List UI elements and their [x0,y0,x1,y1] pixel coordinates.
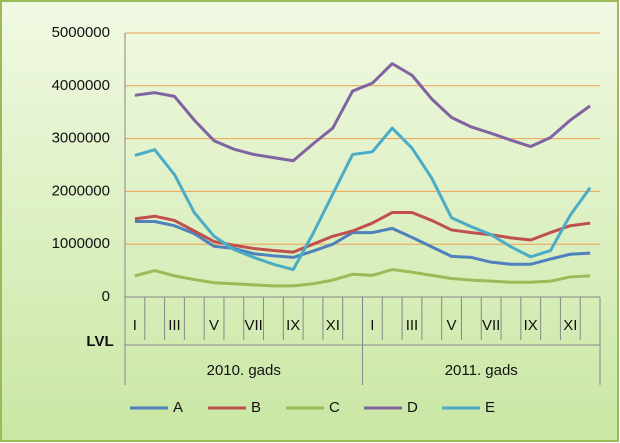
x-tick-label: VII [244,317,262,334]
series-line [134,62,591,163]
x-tick-label: V [447,317,457,334]
y-tick-label: 5000000 [52,24,110,41]
y-tick-label: 0 [102,288,110,305]
group-label: 2010. gads [207,362,281,379]
x-tick-label: I [133,317,137,334]
series-line [134,219,591,266]
group-label: 2011. gads [445,362,518,379]
y-tick-label: 3000000 [52,130,110,147]
y-axis-label: LVL [86,333,113,350]
legend-label: B [251,399,261,416]
series-line [134,211,591,254]
legend-label: E [485,399,495,416]
x-tick-label: VII [482,317,500,334]
y-tick-label: 2000000 [52,182,110,199]
x-tick-label: IX [286,317,300,334]
x-tick-label: III [168,317,181,334]
x-tick-label: V [209,317,219,334]
legend-label: A [173,399,183,416]
legend-label: C [329,399,340,416]
legend-label: D [407,399,418,416]
x-tick-label: XI [563,317,577,334]
series-line [134,126,592,272]
x-tick-label: IX [524,317,538,334]
x-tick-label: III [406,317,419,334]
y-tick-label: 1000000 [52,235,110,252]
y-tick-label: 4000000 [52,77,110,94]
series-line [134,268,591,288]
x-tick-label: I [370,317,374,334]
x-tick-label: XI [326,317,340,334]
